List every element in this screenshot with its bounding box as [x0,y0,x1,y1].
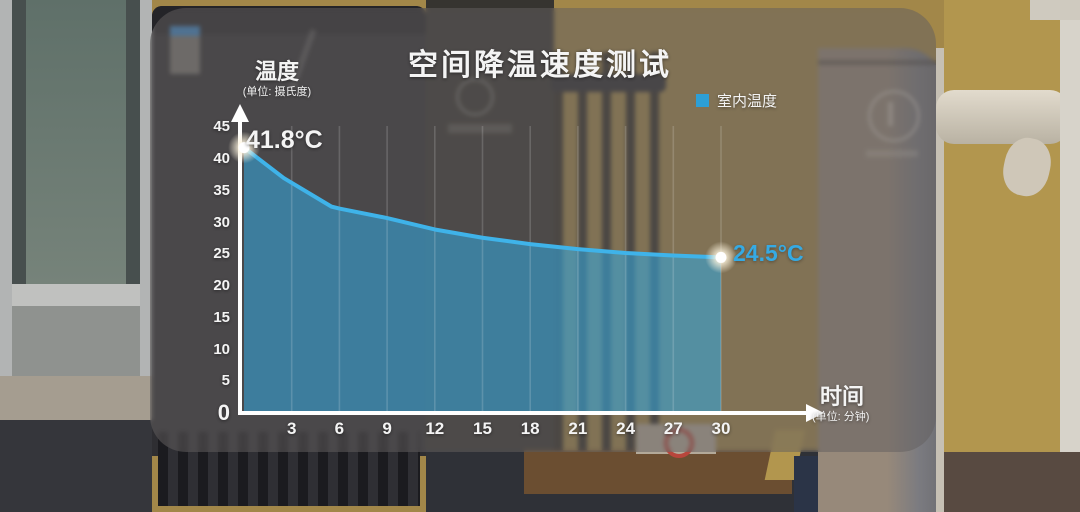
legend-label: 室内温度 [717,93,778,110]
y-axis-title: 温度 [254,59,299,84]
y-tick-label: 10 [213,340,230,358]
x-tick-label: 9 [382,419,392,438]
floor-right [944,452,1080,512]
y-tick-label: 35 [213,181,230,199]
legend-swatch-icon [696,94,709,107]
y-tick-label: 5 [221,372,230,390]
insulated-pipe [936,90,1068,144]
y-tick-label: 25 [213,245,230,263]
window-divider [12,284,140,306]
y-tick-label: 0 [217,400,230,425]
x-tick-label: 12 [425,419,445,438]
y-axis-title-block: 温度 (单位: 摄氏度) [217,59,337,99]
ceiling-patch [1030,0,1080,20]
y-tick-label: 30 [213,213,230,231]
wall-right [944,0,1080,512]
x-axis-unit-note: (单位: 分钟) [812,411,870,424]
x-axis-title-block: 时间 (单位: 分钟) [812,384,932,424]
x-tick-label: 21 [568,419,588,438]
window-sill [0,376,158,424]
y-axis-unit-note: (单位: 摄氏度) [242,86,312,99]
y-tick-label: 40 [213,150,230,167]
start-temp-annotation: 41.8°C [246,126,323,154]
x-axis-title: 时间 [820,384,865,409]
x-tick-label: 30 [711,419,731,438]
x-tick-label: 3 [286,419,297,438]
window-lower-pane [12,306,140,376]
legend: 室内温度 [696,90,777,111]
y-tick-label: 45 [213,118,230,136]
floor-left [0,420,152,512]
page-title: 空间降温速度测试 [408,49,672,82]
window-glass [26,0,126,284]
x-tick-label: 15 [473,419,492,438]
wooden-crate [524,450,792,494]
tank-edge-highlight [936,48,944,512]
x-tick-label: 6 [334,419,345,438]
x-tick-label: 24 [616,419,636,438]
wall-trim [1060,0,1080,512]
x-tick-label: 27 [663,419,683,438]
y-tick-label: 15 [213,308,230,326]
x-tick-label: 18 [520,419,540,438]
y-tick-label: 20 [213,277,230,294]
end-temp-annotation: 24.5°C [733,240,804,266]
